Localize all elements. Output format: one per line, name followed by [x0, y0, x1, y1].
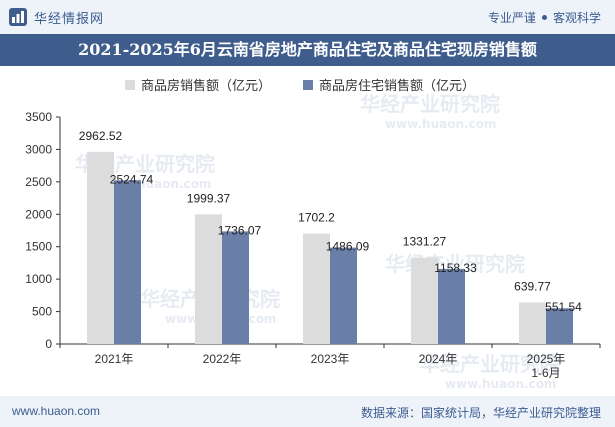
bar-series2 — [222, 231, 249, 344]
legend-swatch-series2 — [303, 80, 313, 90]
bar-series1 — [303, 233, 330, 344]
y-tick-label: 0 — [45, 337, 52, 351]
y-tick-label: 2000 — [25, 207, 52, 221]
data-label-series2: 1736.07 — [218, 223, 262, 237]
slogan: 专业严谨 客观科学 — [488, 9, 601, 26]
brand: 华经情报网 — [8, 7, 104, 27]
data-label-series2: 551.54 — [545, 300, 582, 314]
y-tick-label: 1500 — [25, 240, 52, 254]
bar-series1 — [519, 302, 546, 344]
data-label-series2: 1158.33 — [434, 261, 477, 275]
y-tick-label: 3000 — [25, 142, 52, 156]
data-label-series1: 1331.27 — [403, 235, 447, 249]
footer-website: www.huaon.com — [12, 404, 101, 418]
value-labels: 2962.52 2524.74 1999.37 1736.07 1702.2 1486.0… — [79, 129, 582, 314]
data-label-series2: 1486.09 — [326, 240, 370, 254]
bar-series1 — [87, 151, 114, 344]
watermark-text: 华经产业研究院 — [360, 92, 500, 116]
y-tick-label: 2500 — [25, 175, 52, 189]
watermark-url: www.huaon.com — [445, 377, 556, 391]
bar-chart: 华经产业研究院 www.huaon.com 华经产业研究院 www.huaon.… — [25, 78, 601, 391]
bar-series2 — [330, 247, 357, 344]
legend-swatch-series1 — [125, 80, 135, 90]
x-tick-label: 2024年 — [419, 352, 458, 366]
watermark: 华经产业研究院 www.huaon.com 华经产业研究院 www.huaon.… — [75, 92, 560, 391]
data-label-series1: 1702.2 — [298, 211, 335, 225]
bars — [87, 151, 573, 344]
footer-source: 数据来源：国家统计局，华经产业研究院整理 — [360, 406, 601, 420]
y-tick-label: 500 — [32, 305, 52, 319]
slogan-dot-icon — [541, 15, 547, 20]
bar-series1 — [411, 257, 438, 344]
data-label-series1: 1999.37 — [187, 191, 231, 205]
y-tick-label: 1000 — [25, 272, 52, 286]
watermark-url: www.huaon.com — [385, 117, 496, 131]
brand-logo-icon — [9, 8, 27, 26]
brand-name: 华经情报网 — [34, 10, 105, 26]
legend-label-series2: 商品房住宅销售额（亿元） — [319, 78, 475, 93]
legend-label-series1: 商品房销售额（亿元） — [141, 78, 271, 93]
x-tick-label: 2022年 — [203, 352, 242, 366]
x-tick-label: 1-6月 — [531, 366, 560, 380]
data-label-series2: 2524.74 — [110, 172, 154, 186]
x-tick-label: 2025年 — [527, 352, 566, 366]
y-axis: 0 500 1000 1500 2000 2500 3000 3500 — [25, 110, 61, 351]
bar-series1 — [195, 214, 222, 344]
data-label-series1: 639.77 — [514, 280, 551, 294]
y-tick-label: 3500 — [25, 110, 52, 124]
footer-bar: www.huaon.com 数据来源：国家统计局，华经产业研究院整理 — [0, 396, 615, 427]
bar-series2 — [114, 180, 141, 344]
slogan-left: 专业严谨 — [487, 11, 536, 25]
x-tick-label: 2023年 — [311, 352, 350, 366]
bar-series2 — [546, 308, 573, 344]
top-bar: 华经情报网 专业严谨 客观科学 — [0, 0, 615, 34]
data-label-series1: 2962.52 — [79, 129, 123, 143]
x-tick-label: 2021年 — [95, 352, 134, 366]
slogan-right: 客观科学 — [552, 11, 601, 25]
watermark-text: 华经产业研究院 — [420, 352, 560, 376]
legend: 商品房销售额（亿元） 商品房住宅销售额（亿元） — [125, 78, 475, 93]
bar-series2 — [438, 268, 465, 344]
chart-title: 2021-2025年6月云南省房地产商品住宅及商品住宅现房销售额 — [0, 34, 615, 66]
